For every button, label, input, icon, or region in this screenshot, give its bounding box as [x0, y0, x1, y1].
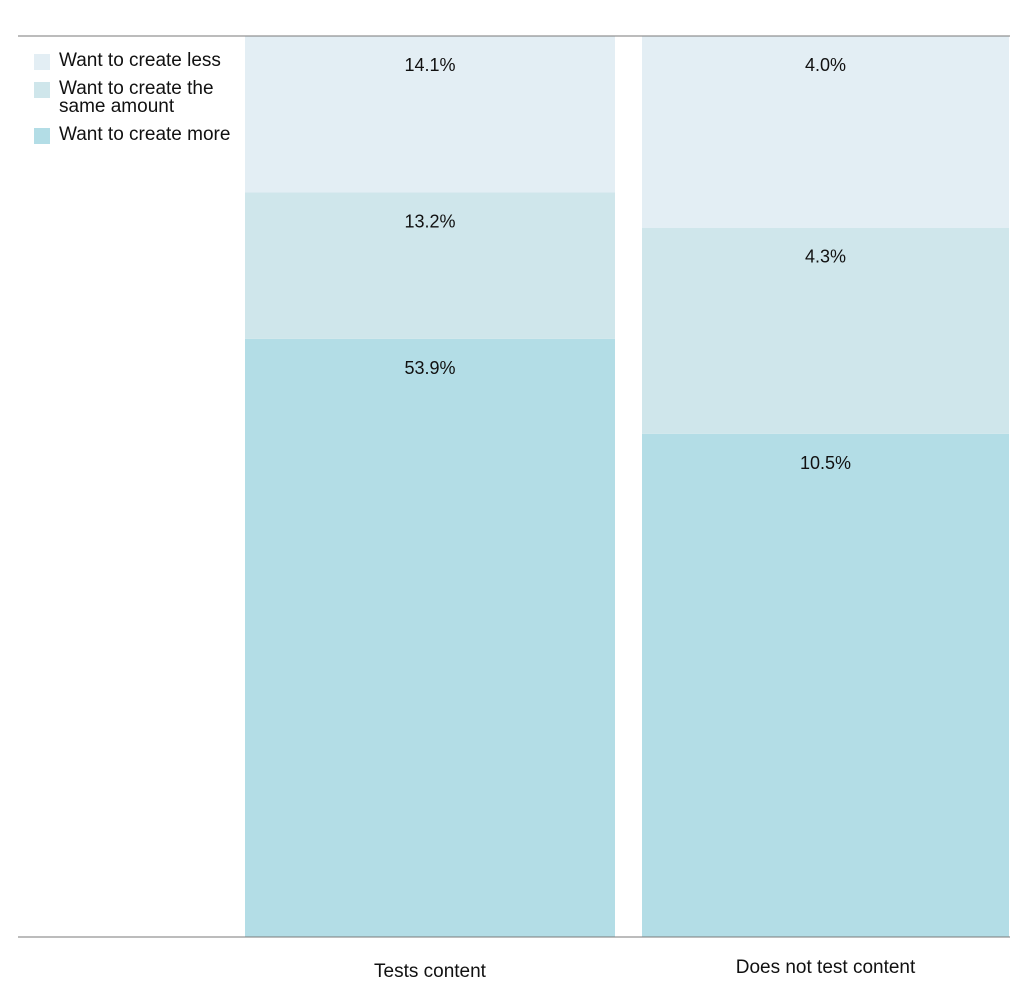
category-label-1: Does not test content: [736, 957, 916, 978]
bar-segment-0-0: [245, 338, 615, 937]
legend: Want to create less Want to create the s…: [34, 50, 244, 154]
bar-segment-1-1: [642, 227, 1009, 434]
legend-swatch-same: [34, 82, 50, 98]
data-label-0-1: 13.2%: [404, 211, 455, 231]
data-label-0-0: 53.9%: [404, 358, 455, 378]
bar-segment-0-2: [245, 36, 615, 193]
data-label-0-2: 14.1%: [404, 55, 455, 75]
legend-label-same: Want to create the same amount: [59, 78, 214, 117]
legend-swatch-less: [34, 54, 50, 70]
data-label-1-1: 4.3%: [805, 247, 846, 267]
bar-segment-0-1: [245, 192, 615, 339]
legend-item-more: Want to create more: [34, 124, 244, 145]
legend-label-less: Want to create less: [59, 50, 221, 71]
bar-segment-1-2: [642, 36, 1009, 228]
legend-item-less: Want to create less: [34, 50, 244, 71]
legend-swatch-more: [34, 128, 50, 144]
data-label-1-2: 4.0%: [805, 55, 846, 75]
data-label-1-0: 10.5%: [800, 453, 851, 473]
legend-label-more: Want to create more: [59, 124, 231, 145]
legend-item-same: Want to create the same amount: [34, 78, 244, 117]
category-label-0: Tests content: [374, 961, 487, 982]
bar-segment-1-0: [642, 433, 1009, 937]
